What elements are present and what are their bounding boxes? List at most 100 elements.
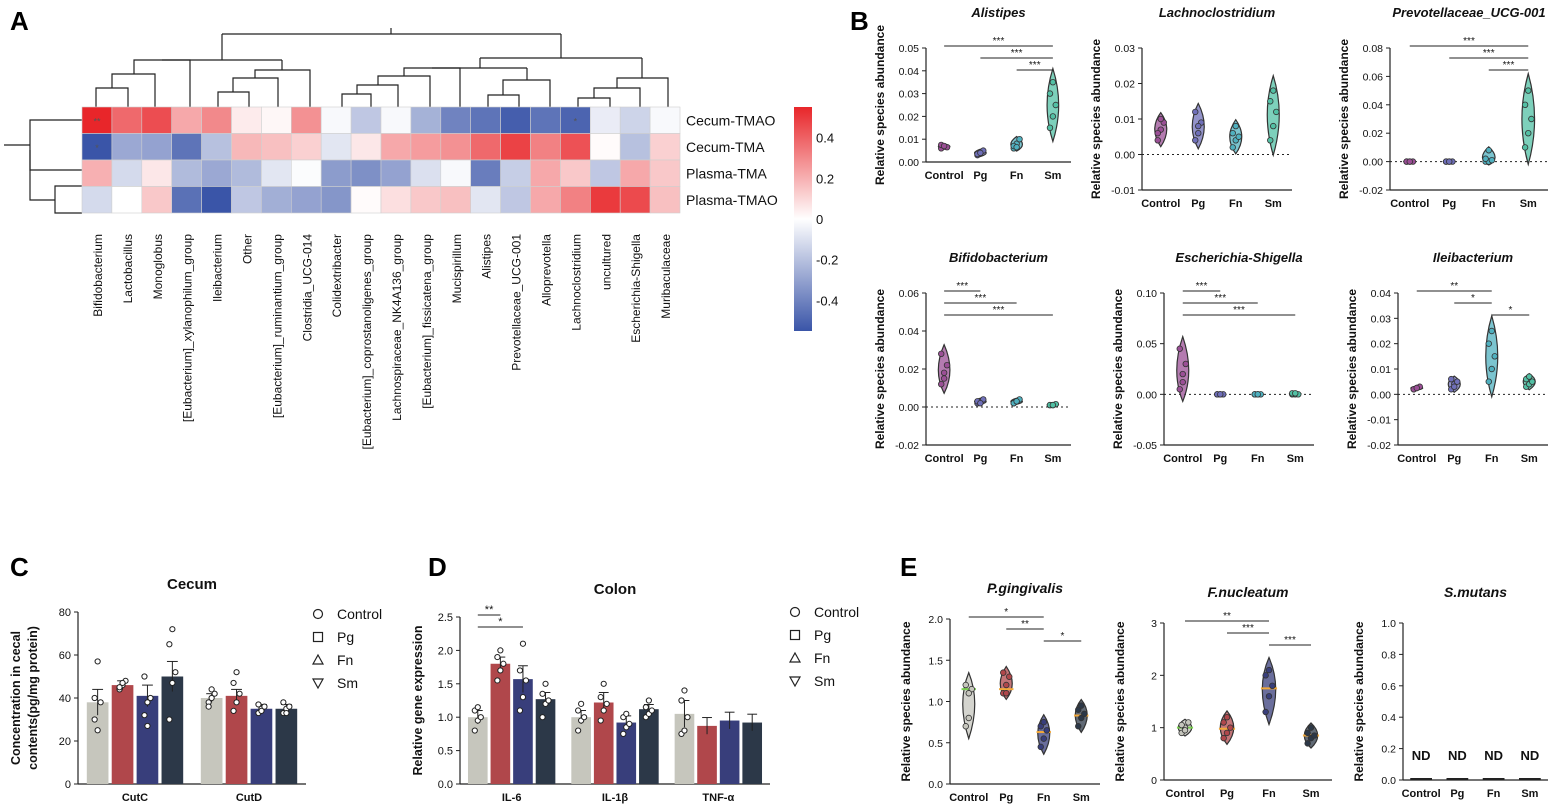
data-point: [600, 680, 607, 687]
y-tick-label: -0.05: [1133, 440, 1157, 452]
data-point: [1485, 378, 1492, 385]
y-tick-label: 0.00: [899, 157, 920, 169]
heatmap-cell: [380, 133, 412, 161]
y-tick-label: -0.01: [1111, 185, 1135, 197]
heatmap-cell: [589, 106, 621, 134]
heatmap-cell: [380, 106, 412, 134]
heatmap-column-label: [Eubacterium]_fissicatena_group: [420, 234, 434, 409]
heatmap-significance-mark: **: [93, 116, 101, 126]
data-point: [1528, 115, 1535, 123]
heatmap-cell: [410, 159, 442, 187]
data-point: [1451, 383, 1458, 390]
data-point: [1525, 129, 1532, 137]
data-point: [681, 727, 688, 734]
data-point: [1482, 155, 1489, 162]
x-tick-label: Pg: [1450, 788, 1464, 800]
heatmap-cell: [141, 186, 173, 214]
heatmap-column-label: Lachnoclostridium: [569, 234, 583, 331]
heatmap-cell: [231, 159, 262, 187]
x-tick-label: CutD: [236, 792, 262, 804]
heatmap-cell: [111, 186, 143, 214]
x-tick-label: Sm: [1073, 792, 1090, 804]
heatmap-column-label: Colidextribacter: [330, 234, 344, 317]
heatmap-cell: [560, 186, 591, 214]
significance-label: ***: [993, 36, 1005, 47]
data-point: [1485, 147, 1492, 154]
heatmap-column-label: Mucispirillum: [450, 234, 464, 303]
data-point: [1265, 693, 1273, 700]
data-point: [1488, 327, 1495, 335]
y-tick-label: 1: [1151, 723, 1157, 735]
x-tick-label: Control: [1397, 453, 1436, 465]
data-point: [1529, 378, 1536, 385]
heatmap-cell: [111, 133, 143, 161]
data-point: [1223, 714, 1231, 721]
heatmap-cell: [171, 133, 202, 161]
y-tick-label: 0.02: [1371, 339, 1392, 351]
x-tick-label: Pg: [999, 792, 1013, 804]
heatmap-cell: [171, 186, 202, 214]
data-point: [230, 679, 237, 687]
y-tick-label: 0.04: [1371, 288, 1392, 300]
data-point: [1182, 360, 1189, 368]
data-point: [1081, 710, 1088, 718]
data-point: [522, 677, 530, 684]
y-axis-label: Concentration in cecal: [9, 631, 23, 765]
data-point: [91, 716, 98, 723]
data-point: [1270, 87, 1277, 94]
y-tick-label: 0.08: [1363, 43, 1384, 55]
data-point: [283, 709, 290, 717]
y-tick-label: 0.00: [1371, 389, 1392, 401]
significance-label: ***: [975, 293, 987, 304]
bar: [697, 725, 717, 784]
data-point: [236, 690, 243, 697]
data-point: [1195, 129, 1202, 137]
chart-title: F.nucleatum: [1208, 584, 1289, 600]
panel-label-e: E: [900, 552, 917, 582]
data-point: [258, 707, 265, 715]
y-tick-label: 0.03: [1115, 43, 1136, 55]
heatmap-cell: [410, 133, 442, 161]
heatmap-row-label: Plasma-TMAO: [686, 192, 778, 208]
heatmap-cell: [320, 186, 352, 214]
data-point: [1157, 115, 1164, 123]
data-point: [1273, 108, 1280, 116]
heatmap-cell: [380, 186, 412, 214]
heatmap-cell: [470, 186, 501, 214]
data-point: [626, 720, 633, 727]
data-point: [1521, 144, 1529, 151]
y-tick-label: 0.00: [1137, 389, 1158, 401]
colorbar: [794, 107, 812, 331]
significance-label: *: [1509, 305, 1513, 316]
data-point: [1049, 401, 1057, 409]
heatmap-cell: [171, 106, 202, 134]
x-tick-label: Sm: [1521, 788, 1538, 800]
data-point: [497, 647, 504, 654]
x-tick-label: Pg: [1442, 198, 1456, 210]
x-tick-label: Sm: [1302, 788, 1319, 800]
data-point: [943, 362, 951, 369]
data-point: [519, 694, 527, 701]
violin-chart-ileib: Ileibacterium -0.02 -0.01 0.00 0.01 0.02 0.03 0…: [1345, 250, 1548, 465]
y-tick-label: 0.0: [928, 779, 943, 791]
heatmap-cell: [380, 159, 412, 187]
heatmap-cell: [290, 106, 322, 134]
bar: [490, 663, 511, 784]
heatmap-column-label: Prevotellaceae_UCG-001: [510, 234, 524, 371]
violin-chart-alistipes: Alistipes 0.00 0.01 0.02 0.03 0.04 0.05 Relativ…: [873, 5, 1071, 185]
bar: [225, 695, 248, 784]
x-tick-label: Fn: [1037, 792, 1051, 804]
data-point: [233, 669, 240, 676]
y-tick-label: 0.04: [899, 326, 920, 338]
data-point: [1448, 375, 1455, 383]
y-tick-label: 0.8: [1381, 649, 1396, 661]
y-tick-label: 3: [1151, 618, 1157, 630]
bar: [535, 699, 556, 784]
data-point: [169, 626, 176, 633]
bar: [571, 717, 591, 784]
data-point: [1220, 719, 1227, 726]
bar: [674, 713, 695, 784]
data-point: [94, 727, 101, 734]
heatmap-cell: [261, 133, 292, 161]
heatmap-cell: [440, 133, 471, 161]
